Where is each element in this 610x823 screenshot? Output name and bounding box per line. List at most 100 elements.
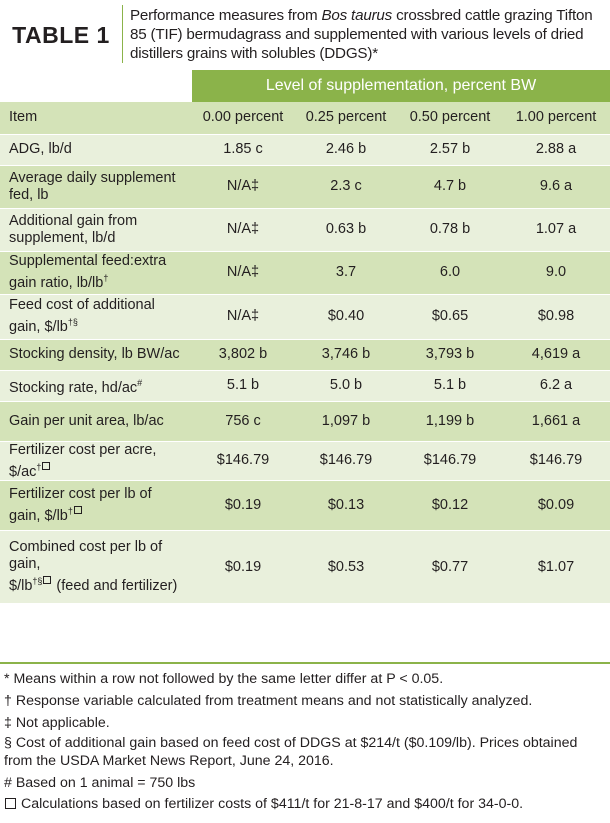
cell-1-00-percent: 2.88 a: [502, 134, 610, 166]
box-symbol-icon: [42, 461, 51, 470]
cell-1-00-percent: $0.98: [502, 294, 610, 340]
footnote-box: Calculations based on fertilizer costs o…: [4, 795, 608, 813]
row-item-line: fed, lb: [9, 186, 49, 203]
cell-0-50-percent: $0.12: [398, 480, 502, 532]
cell-1-00-percent: 9.0: [502, 251, 610, 295]
cell-0-25-percent: 3,746 b: [294, 339, 398, 371]
cell-0-50-percent: 1,199 b: [398, 401, 502, 442]
cell-0-50-percent: 6.0: [398, 251, 502, 295]
cell-0-25-percent: 0.63 b: [294, 208, 398, 252]
row-item-line: Supplemental feed:extra: [9, 253, 167, 270]
cell-0-50-percent: $0.65: [398, 294, 502, 340]
cell-0-percent: N/A‡: [192, 165, 294, 209]
cell-0-percent: N/A‡: [192, 251, 294, 295]
table-row: Supplemental feed:extra gain ratio, lb/lb…: [0, 251, 610, 295]
cell-0-25-percent: 1,097 b: [294, 401, 398, 442]
data-table: Item 0.00 percent 0.25 percent 0.50 perc…: [0, 102, 610, 605]
cell-1-00-percent: $1.07: [502, 530, 610, 605]
cell-0-percent: $0.19: [192, 530, 294, 605]
row-item-line: Fertilizer cost per lb of: [9, 486, 152, 503]
row-item-label: Average daily supplement fed, lb: [0, 165, 192, 209]
cell-0-percent: 1.85 c: [192, 134, 294, 166]
table-row: Fertilizer cost per lb of gain, $/lb† $0.1…: [0, 480, 610, 532]
cell-0-25-percent: 5.0 b: [294, 370, 398, 402]
footnotes: * Means within a row not followed by the…: [0, 662, 610, 823]
footnote-dagger: † Response variable calculated from trea…: [4, 693, 533, 709]
cell-0-25-percent: 2.3 c: [294, 165, 398, 209]
data-table-body: Item 0.00 percent 0.25 percent 0.50 perc…: [0, 102, 610, 605]
row-item-line: Combined cost per lb of gain,: [9, 539, 163, 573]
cell-0-percent: 5.1 b: [192, 370, 294, 402]
row-item-text: Fertilizer cost per acre, $/ac: [9, 441, 157, 480]
row-item-line: gain, $/lb: [9, 508, 68, 525]
cell-0-25-percent: 2.46 b: [294, 134, 398, 166]
cell-0-25-percent: $0.40: [294, 294, 398, 340]
cell-1-00-percent: $0.09: [502, 480, 610, 532]
cell-0-percent: 756 c: [192, 401, 294, 442]
cell-0-percent: 3,802 b: [192, 339, 294, 371]
column-header-row: Item 0.00 percent 0.25 percent 0.50 perc…: [0, 102, 610, 135]
caption-post: crossbred cattle grazing Tifton 85 (TIF)…: [130, 7, 593, 62]
table-header: TABLE 1 Performance measures from Bos ta…: [0, 0, 610, 70]
cell-0-percent: N/A‡: [192, 208, 294, 252]
table-row: Stocking density, lb BW/ac 3,802 b 3,746 b…: [0, 339, 610, 371]
table-caption: Performance measures from Bos taurus cro…: [130, 6, 608, 63]
column-header-1-00-percent: 1.00 percent: [502, 102, 610, 135]
row-item-label: ADG, lb/d: [0, 134, 192, 166]
supplementation-band: Level of supplementation, percent BW: [0, 70, 610, 102]
cell-0-50-percent: $0.77: [398, 530, 502, 605]
row-item-label: Gain per unit area, lb/ac: [0, 401, 192, 442]
row-item-footnote-mark: #: [137, 377, 143, 388]
row-item-label: Stocking rate, hd/ac#: [0, 370, 192, 402]
row-item-line: Average daily supplement: [9, 169, 176, 186]
row-item-label: Fertilizer cost per lb of gain, $/lb†: [0, 480, 192, 532]
cell-1-00-percent: 1.07 a: [502, 208, 610, 252]
row-item-line: gain, $/lb: [9, 318, 68, 335]
footnotes-rule: [0, 662, 610, 664]
table-label: TABLE 1: [12, 21, 110, 48]
column-header-0-50-percent: 0.50 percent: [398, 102, 502, 135]
row-item-line: Feed cost of additional: [9, 297, 155, 314]
row-item-footnote-mark: †: [103, 273, 109, 284]
row-item-line: $/lb: [9, 578, 33, 595]
footnote-box-text: Calculations based on fertilizer costs o…: [20, 796, 524, 812]
cell-0-percent: $146.79: [192, 441, 294, 482]
table-row: Combined cost per lb of gain, $/lb†§ (fee…: [0, 530, 610, 605]
column-header-0-25-percent: 0.25 percent: [294, 102, 398, 135]
footnote-hash: # Based on 1 animal = 750 lbs: [4, 775, 196, 791]
cell-0-25-percent: $0.13: [294, 480, 398, 532]
footnote-significance: * Means within a row not followed by the…: [4, 671, 444, 687]
table-row: ADG, lb/d 1.85 c 2.46 b 2.57 b 2.88 a: [0, 134, 610, 166]
box-symbol-icon: [5, 798, 16, 809]
box-symbol-icon: [73, 506, 82, 515]
table-row: Feed cost of additional gain, $/lb†§ N/A‡ $…: [0, 294, 610, 340]
cell-0-50-percent: $146.79: [398, 441, 502, 482]
row-item-text: Stocking density, lb BW/ac: [9, 346, 180, 362]
row-item-tail: (feed and fertilizer): [52, 578, 178, 595]
cell-0-25-percent: $0.53: [294, 530, 398, 605]
cell-0-25-percent: $146.79: [294, 441, 398, 482]
row-item-footnote-mark: †: [68, 506, 83, 516]
cell-0-percent: $0.19: [192, 480, 294, 532]
column-header-item: Item: [0, 102, 192, 135]
cell-1-00-percent: 4,619 a: [502, 339, 610, 371]
table-row: Average daily supplement fed, lb N/A‡ 2.3 c…: [0, 165, 610, 209]
row-item-footnote-mark: †§: [32, 576, 52, 586]
cell-0-50-percent: 5.1 b: [398, 370, 502, 402]
cell-0-50-percent: 0.78 b: [398, 208, 502, 252]
supplementation-band-blank: [0, 70, 192, 102]
row-item-footnote-mark: †§: [67, 317, 78, 328]
cell-1-00-percent: 9.6 a: [502, 165, 610, 209]
row-item-line: Additional gain from: [9, 212, 138, 229]
row-item-label: Fertilizer cost per acre, $/ac†: [0, 441, 192, 482]
row-item-footnote-mark: †: [36, 461, 51, 472]
row-item-label: Stocking density, lb BW/ac: [0, 339, 192, 371]
caption-species: Bos taurus: [321, 7, 393, 24]
cell-0-50-percent: 3,793 b: [398, 339, 502, 371]
row-item-text: ADG, lb/d: [9, 141, 72, 157]
row-item-label: Supplemental feed:extra gain ratio, lb/lb…: [0, 251, 192, 295]
cell-0-percent: N/A‡: [192, 294, 294, 340]
row-item-line: gain ratio, lb/lb: [9, 274, 104, 291]
cell-0-50-percent: 2.57 b: [398, 134, 502, 166]
